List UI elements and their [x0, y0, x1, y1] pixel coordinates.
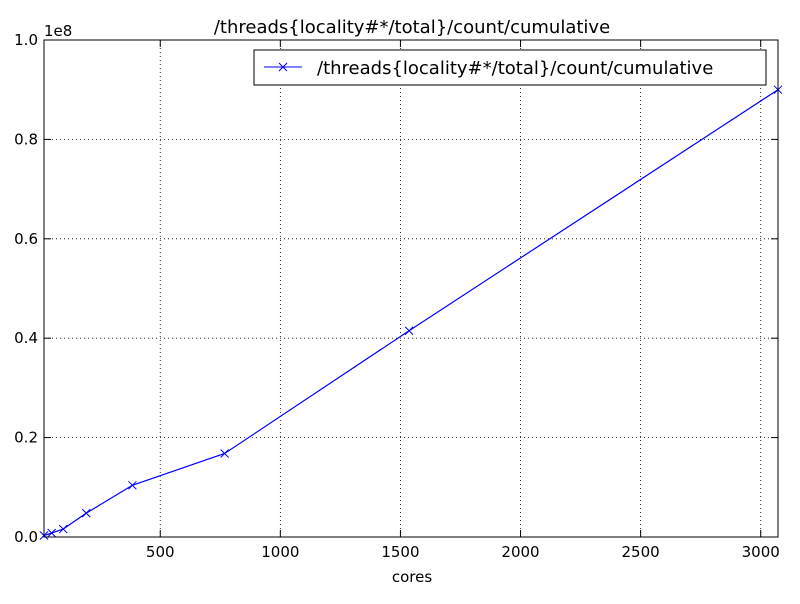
- x-tick-label: 3000: [742, 543, 780, 561]
- series-layer: [39, 85, 783, 540]
- legend-series-label: /threads{locality#*/total}/count/cumulat…: [317, 58, 713, 79]
- y-tick-label: 0.0: [14, 528, 38, 546]
- data-point: [128, 480, 137, 490]
- x-tick-label: 1000: [261, 543, 299, 561]
- x-tick-label: 1500: [381, 543, 419, 561]
- legend-box: [253, 49, 767, 86]
- y-scale-label: 1e8: [44, 22, 72, 40]
- series-line: [43, 89, 779, 537]
- legend-marker: [278, 62, 288, 72]
- chart-title: /threads{locality#*/total}/count/cumulat…: [214, 17, 610, 38]
- data-point: [404, 326, 414, 336]
- x-tick-label: 2000: [501, 543, 539, 561]
- y-tick-label: 0.4: [14, 329, 38, 347]
- plot-frame: [43, 39, 779, 538]
- x-tick-label: 500: [146, 543, 175, 561]
- y-tick-label: 0.6: [14, 230, 38, 248]
- data-point: [58, 524, 68, 534]
- legend: /threads{locality#*/total}/count/cumulat…: [253, 49, 767, 86]
- data-point: [220, 449, 229, 458]
- y-tick-label: 1.0: [14, 31, 38, 49]
- x-tick-label: 2500: [622, 543, 660, 561]
- data-point: [47, 528, 57, 538]
- x-axis-label: cores: [392, 568, 432, 586]
- ticks: 500 1000 1500 2000 2500 3000 0.0 0.2 0.4 0.6 0.8 1.…: [14, 31, 780, 561]
- y-tick-label: 0.8: [14, 130, 38, 148]
- grid: [44, 40, 778, 537]
- y-tick-label: 0.2: [14, 429, 38, 447]
- data-point: [81, 508, 91, 518]
